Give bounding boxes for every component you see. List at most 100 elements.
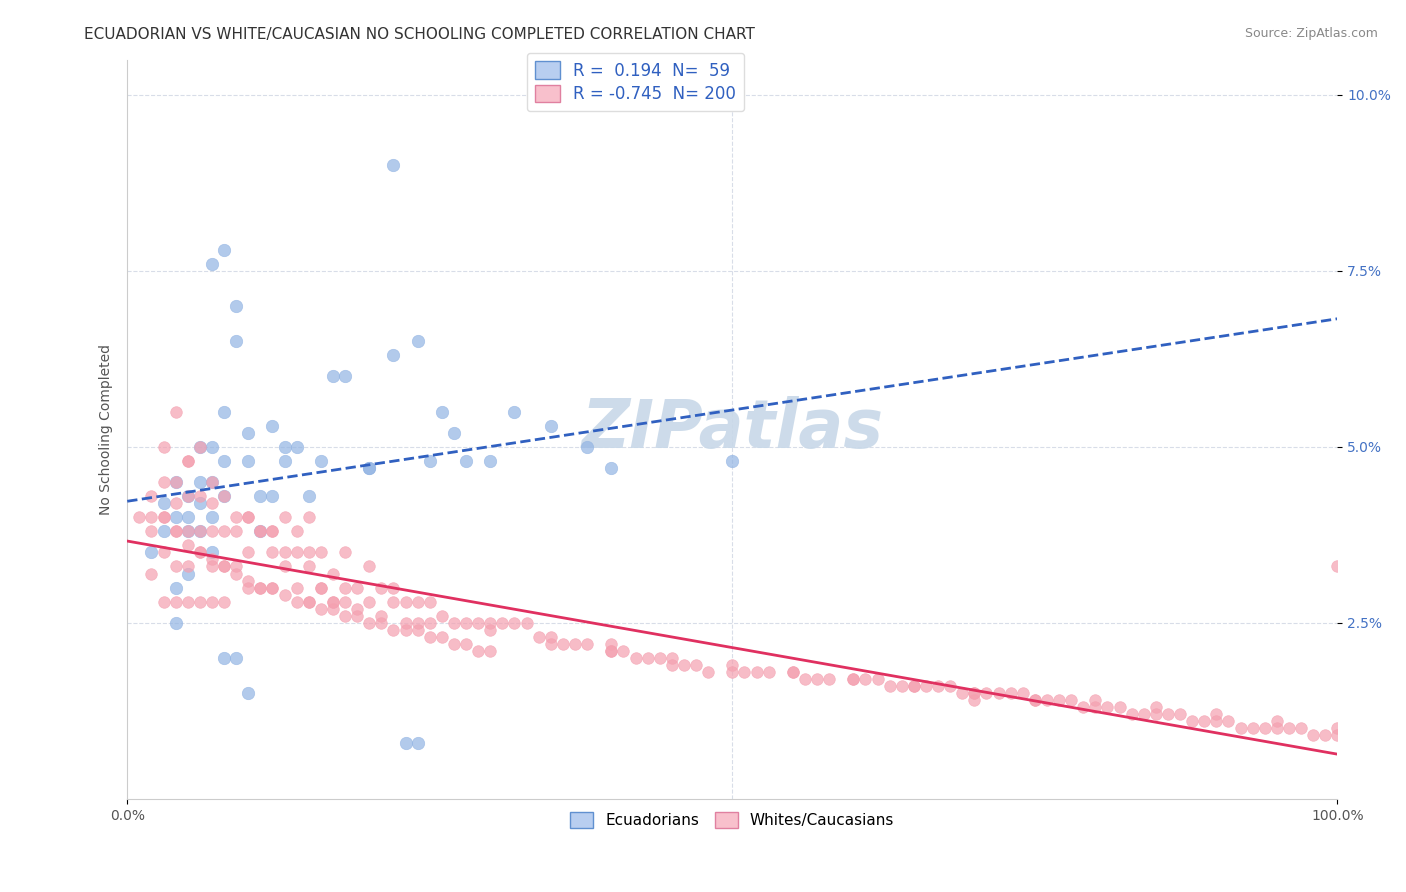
Point: [322, 595, 344, 609]
Point: [648, 651, 671, 665]
Point: [188, 496, 211, 510]
Point: [1205, 707, 1227, 722]
Point: [298, 595, 321, 609]
Point: [443, 615, 465, 630]
Point: [370, 581, 392, 595]
Point: [818, 672, 841, 686]
Point: [903, 679, 925, 693]
Point: [394, 735, 416, 749]
Point: [225, 651, 247, 665]
Point: [1157, 707, 1180, 722]
Point: [551, 637, 574, 651]
Point: [201, 440, 224, 454]
Point: [188, 489, 211, 503]
Point: [201, 545, 224, 559]
Point: [225, 559, 247, 574]
Point: [359, 461, 381, 475]
Point: [165, 595, 187, 609]
Point: [165, 475, 187, 489]
Point: [165, 524, 187, 539]
Point: [262, 581, 284, 595]
Point: [963, 693, 986, 707]
Point: [333, 545, 356, 559]
Point: [346, 601, 368, 615]
Point: [479, 644, 502, 658]
Point: [152, 510, 174, 524]
Point: [963, 686, 986, 700]
Point: [927, 679, 949, 693]
Point: [503, 615, 526, 630]
Point: [346, 581, 368, 595]
Point: [238, 454, 260, 468]
Point: [333, 581, 356, 595]
Point: [950, 686, 973, 700]
Point: [915, 679, 938, 693]
Point: [298, 595, 321, 609]
Point: [540, 418, 562, 433]
Point: [406, 615, 429, 630]
Point: [1326, 722, 1348, 736]
Point: [1024, 693, 1046, 707]
Point: [188, 545, 211, 559]
Point: [262, 581, 284, 595]
Point: [212, 559, 235, 574]
Point: [359, 559, 381, 574]
Point: [177, 538, 200, 552]
Point: [298, 545, 321, 559]
Point: [721, 454, 744, 468]
Point: [1265, 714, 1288, 729]
Point: [249, 524, 271, 539]
Point: [697, 665, 720, 679]
Point: [273, 588, 295, 602]
Point: [177, 454, 200, 468]
Point: [141, 545, 163, 559]
Point: [721, 658, 744, 673]
Point: [987, 686, 1010, 700]
Point: [443, 425, 465, 440]
Point: [745, 665, 768, 679]
Point: [201, 475, 224, 489]
Point: [406, 334, 429, 349]
Point: [394, 623, 416, 637]
Point: [322, 369, 344, 384]
Point: [600, 644, 623, 658]
Point: [855, 672, 877, 686]
Point: [285, 545, 308, 559]
Point: [782, 665, 804, 679]
Point: [177, 524, 200, 539]
Point: [309, 454, 332, 468]
Point: [382, 158, 405, 172]
Point: [516, 615, 538, 630]
Point: [1326, 729, 1348, 743]
Point: [419, 630, 441, 644]
Point: [177, 510, 200, 524]
Text: Source: ZipAtlas.com: Source: ZipAtlas.com: [1244, 27, 1378, 40]
Point: [1181, 714, 1204, 729]
Point: [672, 658, 695, 673]
Point: [1144, 707, 1167, 722]
Point: [503, 404, 526, 418]
Point: [177, 559, 200, 574]
Point: [1097, 700, 1119, 714]
Point: [322, 595, 344, 609]
Point: [758, 665, 780, 679]
Point: [1047, 693, 1070, 707]
Point: [262, 524, 284, 539]
Point: [177, 489, 200, 503]
Text: ZIPatlas: ZIPatlas: [581, 396, 883, 462]
Point: [1205, 714, 1227, 729]
Point: [249, 489, 271, 503]
Point: [188, 595, 211, 609]
Point: [152, 496, 174, 510]
Point: [225, 566, 247, 581]
Point: [238, 581, 260, 595]
Point: [467, 644, 489, 658]
Point: [370, 615, 392, 630]
Point: [212, 404, 235, 418]
Point: [939, 679, 962, 693]
Point: [309, 545, 332, 559]
Point: [661, 651, 683, 665]
Point: [794, 672, 817, 686]
Point: [238, 510, 260, 524]
Point: [298, 489, 321, 503]
